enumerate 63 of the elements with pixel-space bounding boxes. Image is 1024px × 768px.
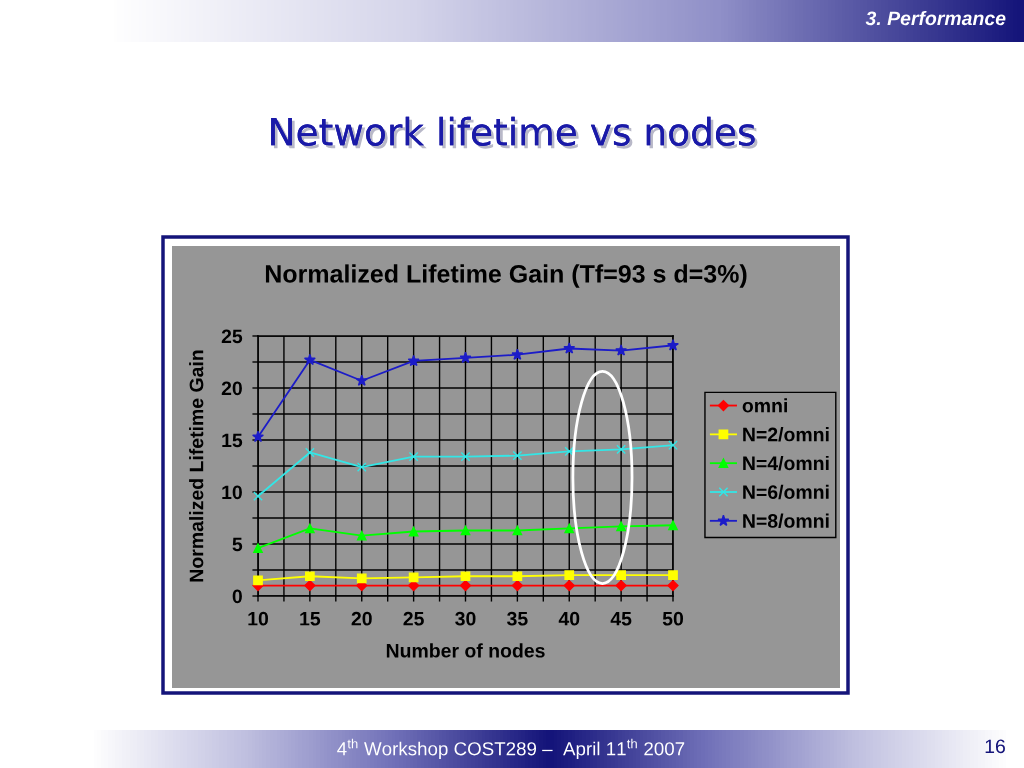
text: 4$^{th}$ Workshop COST289 – April 11$^{th}$ 2007 xyxy=(337,738,685,760)
point xyxy=(460,451,471,462)
y-tick-label: 5 xyxy=(232,537,243,552)
x-tick-label: 30 xyxy=(455,611,476,626)
y-tick-label: 10 xyxy=(222,485,242,500)
point xyxy=(668,570,678,581)
point xyxy=(511,348,524,360)
point xyxy=(253,575,263,586)
point xyxy=(667,339,679,351)
y-tick-label: 0 xyxy=(232,589,242,604)
point xyxy=(408,526,419,537)
point xyxy=(303,353,316,366)
point xyxy=(616,444,626,455)
point xyxy=(305,571,315,582)
point xyxy=(512,525,523,536)
point xyxy=(356,462,367,472)
point xyxy=(355,374,368,386)
point xyxy=(563,342,576,354)
point xyxy=(356,573,367,584)
point xyxy=(615,344,628,356)
point xyxy=(356,530,367,541)
x-tick-label: 25 xyxy=(403,611,424,626)
point xyxy=(668,440,678,451)
y-tick-label: 15 xyxy=(222,433,243,448)
point xyxy=(615,579,627,592)
point xyxy=(616,521,626,532)
point xyxy=(668,520,678,531)
point xyxy=(460,571,471,582)
point xyxy=(305,447,315,458)
point xyxy=(564,570,575,581)
y-axis-title: Normalized Lifetime Gain xyxy=(189,350,204,582)
point xyxy=(512,450,523,461)
x-tick-label: 35 xyxy=(507,611,528,626)
legend-label: N=6/omni xyxy=(743,484,829,500)
text: 3. Performance xyxy=(865,10,1006,26)
legend-label: omni xyxy=(742,398,787,413)
y-tick-label: 25 xyxy=(221,329,243,344)
point xyxy=(460,525,471,536)
chart-subtitle: Normalized Lifetime Gain (Tf=93 s d=3%) xyxy=(265,264,747,288)
legend-label: N=8/omni xyxy=(743,513,829,529)
x-axis-title: Number of nodes xyxy=(386,643,545,658)
point xyxy=(512,571,523,582)
legend-label: N=2/omni xyxy=(743,427,829,442)
point xyxy=(459,351,472,364)
point xyxy=(564,523,575,534)
x-tick-label: 20 xyxy=(351,611,372,626)
x-tick-label: 40 xyxy=(558,611,580,626)
point xyxy=(252,430,264,443)
x-tick-label: 50 xyxy=(662,611,684,626)
point xyxy=(408,572,419,583)
text: 16 xyxy=(985,739,1005,754)
point xyxy=(667,579,679,592)
point xyxy=(407,354,420,367)
point xyxy=(305,523,315,534)
legend-label: N=4/omni xyxy=(743,455,829,471)
x-tick-label: 45 xyxy=(610,611,632,626)
x-tick-label: 10 xyxy=(248,611,269,626)
point xyxy=(563,579,575,592)
point xyxy=(616,570,626,581)
y-tick-label: 20 xyxy=(221,381,242,396)
x-tick-label: 15 xyxy=(300,611,321,626)
point xyxy=(408,451,419,462)
chart-title: Network lifetime vs nodes xyxy=(271,116,758,149)
